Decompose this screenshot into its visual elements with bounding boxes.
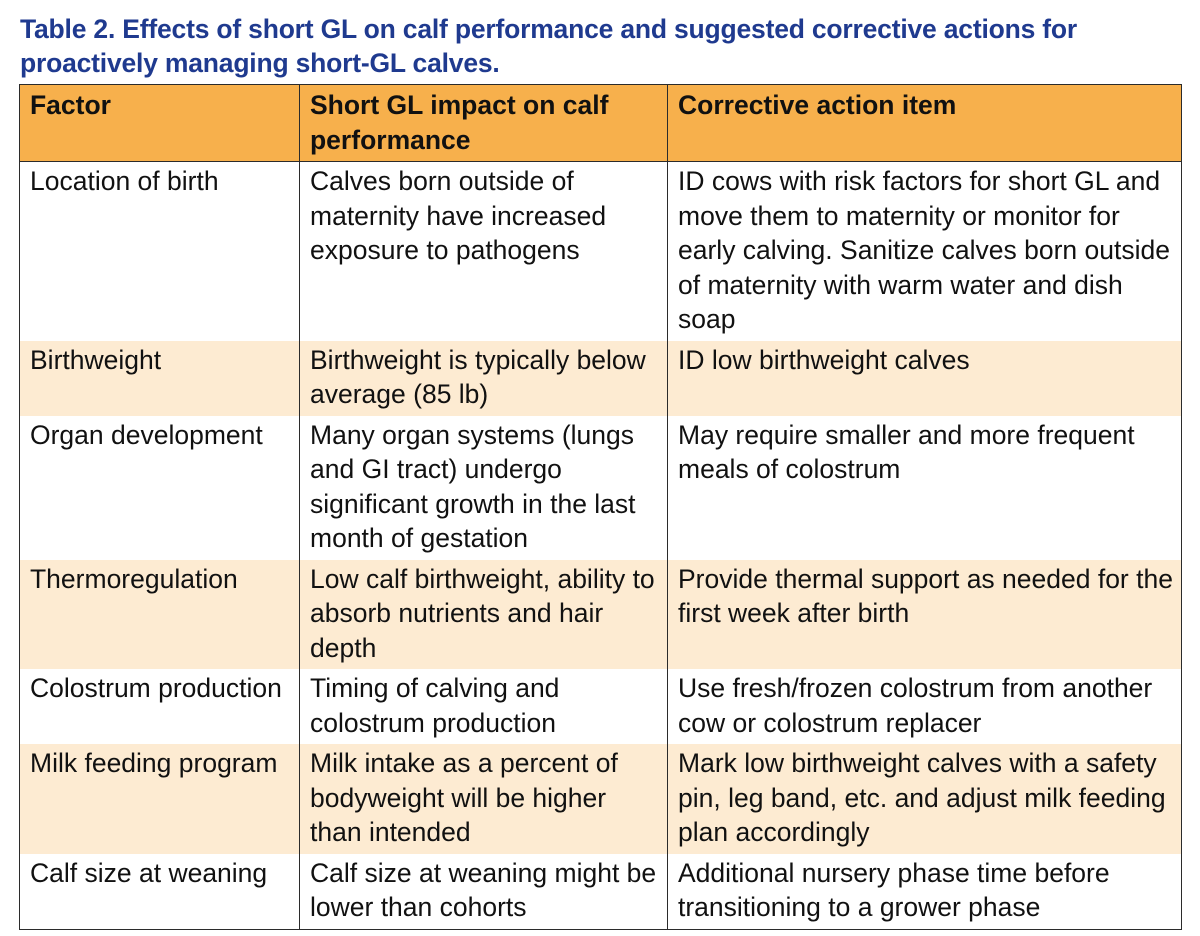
cell-action: Mark low birthweight calves with a safet… — [667, 744, 1182, 854]
header-row: Factor Short GL impact on calf performan… — [19, 84, 1182, 162]
cell-action: Additional nursery phase time before tra… — [667, 853, 1182, 930]
cell-impact: Low calf birthweight, ability to absorb … — [299, 559, 668, 669]
header-action: Corrective action item — [667, 84, 1182, 162]
cell-impact: Birthweight is typically below average (… — [299, 340, 668, 416]
cell-factor: Colostrum production — [19, 669, 300, 744]
cell-action: May require smaller and more frequent me… — [667, 415, 1182, 560]
cell-factor: Milk feeding program — [19, 744, 300, 854]
table-row: Colostrum production Timing of calving a… — [19, 669, 1182, 744]
cell-factor: Organ development — [19, 415, 300, 560]
table-body: Location of birth Calves born outside of… — [19, 161, 1182, 930]
cell-action: Use fresh/frozen colostrum from another … — [667, 669, 1182, 744]
table-row: Location of birth Calves born outside of… — [19, 161, 1182, 341]
table-header: Factor Short GL impact on calf performan… — [19, 84, 1182, 162]
table-row: Calf size at weaning Calf size at weanin… — [19, 853, 1182, 930]
cell-impact: Calf size at weaning might be lower than… — [299, 853, 668, 930]
cell-factor: Calf size at weaning — [19, 853, 300, 930]
table-row: Birthweight Birthweight is typically bel… — [19, 340, 1182, 416]
cell-impact: Calves born outside of maternity have in… — [299, 161, 668, 341]
table-row: Milk feeding program Milk intake as a pe… — [19, 744, 1182, 854]
table-row: Organ development Many organ systems (lu… — [19, 415, 1182, 560]
cell-impact: Timing of calving and colostrum producti… — [299, 669, 668, 744]
cell-impact: Many organ systems (lungs and GI tract) … — [299, 415, 668, 560]
data-table: Factor Short GL impact on calf performan… — [19, 84, 1182, 930]
cell-action: ID low birthweight calves — [667, 340, 1182, 416]
table-row: Thermoregulation Low calf birthweight, a… — [19, 559, 1182, 669]
cell-action: ID cows with risk factors for short GL a… — [667, 161, 1182, 341]
table-caption: Table 2. Effects of short GL on calf per… — [20, 14, 1078, 78]
cell-action: Provide thermal support as needed for th… — [667, 559, 1182, 669]
cell-factor: Location of birth — [19, 161, 300, 341]
header-factor: Factor — [19, 84, 300, 162]
header-impact: Short GL impact on calf performance — [299, 84, 668, 162]
cell-impact: Milk intake as a percent of bodyweight w… — [299, 744, 668, 854]
cell-factor: Thermoregulation — [19, 559, 300, 669]
cell-factor: Birthweight — [19, 340, 300, 416]
